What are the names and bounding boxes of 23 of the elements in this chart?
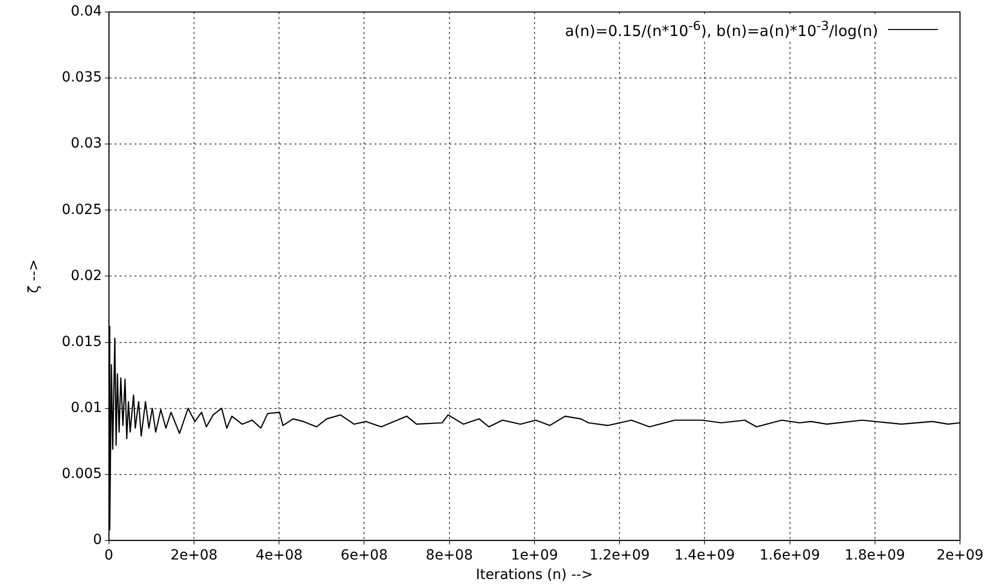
y-tick-label: 0.035 xyxy=(62,70,102,86)
y-tick-label: 0 xyxy=(92,532,102,548)
x-tick-label: 1e+09 xyxy=(510,547,558,564)
x-tick-label: 1.8e+09 xyxy=(844,547,906,564)
x-axis-title: Iterations (n) --> xyxy=(476,567,594,584)
y-tick-label: 0.01 xyxy=(70,400,102,416)
x-tick-label: 1.4e+09 xyxy=(674,547,735,564)
x-tick-label: 6e+08 xyxy=(340,547,388,564)
x-tick-label: 8e+08 xyxy=(426,547,473,564)
y-tick-label: 0.02 xyxy=(70,268,102,284)
y-tick-label: 0.015 xyxy=(62,334,102,350)
y-tick-label: 0.005 xyxy=(62,466,102,482)
x-tick-label: 2e+08 xyxy=(170,547,218,564)
x-tick-label: 1.6e+09 xyxy=(760,547,820,564)
y-tick-label: 0.04 xyxy=(70,4,102,20)
x-tick-label: 0 xyxy=(104,547,114,564)
x-tick-label: 1.2e+09 xyxy=(589,547,650,564)
legend-label: a(n)=0.15/(n*10$^{-6}$), b(n)=a(n)*10$^{-3}$/log(n) xyxy=(565,18,878,40)
y-tick-label: 0.025 xyxy=(62,202,102,218)
x-tick-label: 4e+08 xyxy=(256,547,303,564)
y-axis-title: ζ --> xyxy=(26,259,42,294)
y-tick-label: 0.03 xyxy=(70,136,102,152)
x-tick-label: 2e+09 xyxy=(936,547,984,564)
